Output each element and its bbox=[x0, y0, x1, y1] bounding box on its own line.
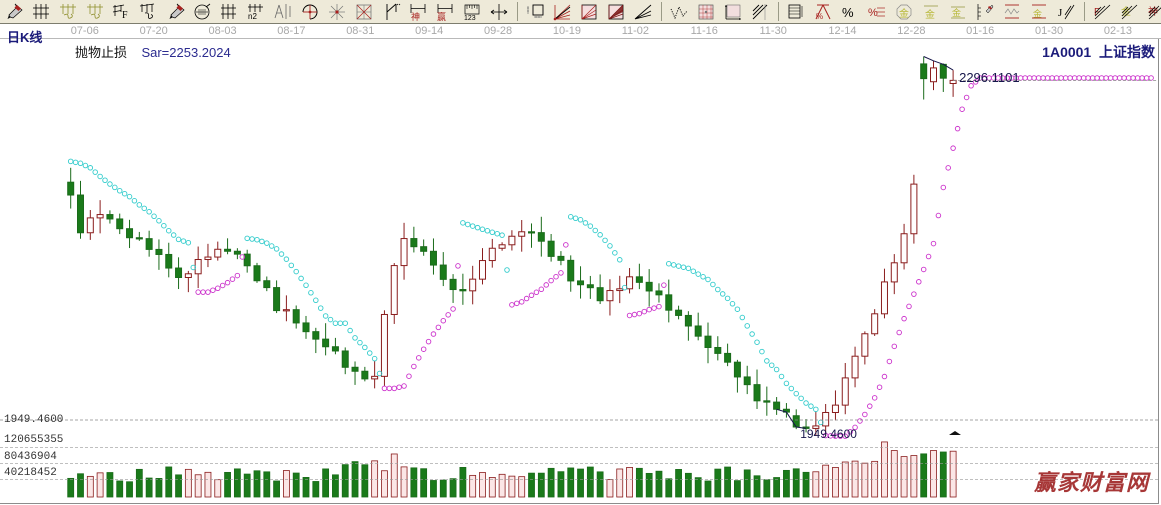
svg-text:1949.4600: 1949.4600 bbox=[800, 427, 857, 441]
svg-text:2296.1101: 2296.1101 bbox=[959, 70, 1020, 85]
